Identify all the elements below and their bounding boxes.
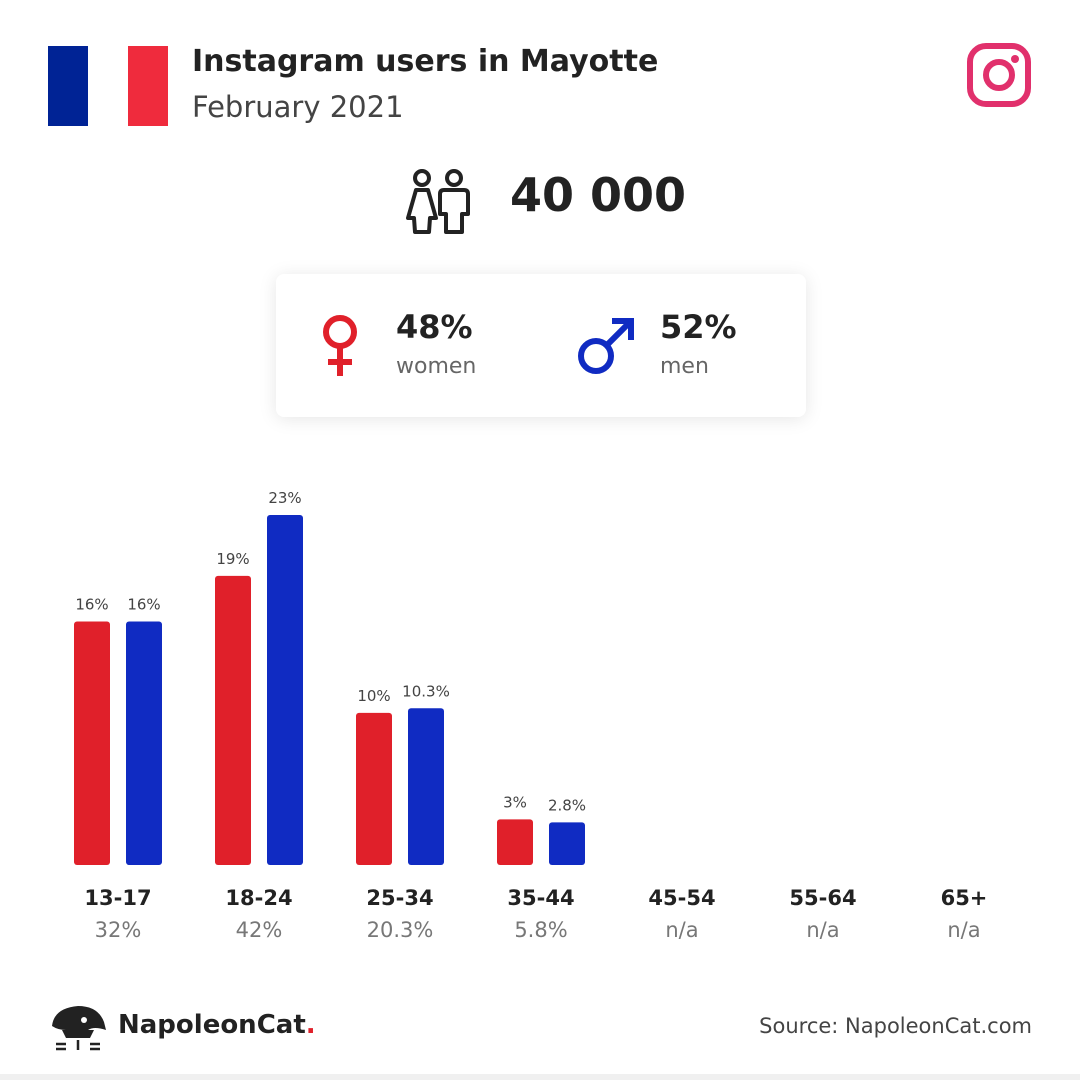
gender-split-card: 48% women 52% men xyxy=(276,274,806,417)
bar-value-label: 3% xyxy=(503,793,527,811)
bar xyxy=(126,621,162,865)
bar-value-label: 16% xyxy=(75,596,108,614)
france-flag xyxy=(48,46,168,126)
male-symbol-icon xyxy=(578,318,634,374)
age-group-total: n/a xyxy=(947,918,980,942)
bar-value-label: 16% xyxy=(127,596,160,614)
age-group-label: 18-24 xyxy=(225,886,292,910)
page-subtitle: February 2021 xyxy=(192,90,404,124)
age-group-total: 32% xyxy=(95,918,142,942)
bar xyxy=(74,621,110,865)
page-title: Instagram users in Mayotte xyxy=(192,44,659,79)
bar xyxy=(408,708,444,865)
men-label: men xyxy=(660,354,709,379)
napoleoncat-logo-icon xyxy=(52,1006,106,1051)
age-group-label: 25-34 xyxy=(366,886,433,910)
female-symbol-icon xyxy=(323,315,357,376)
women-percentage: 48% xyxy=(396,308,473,346)
bar-value-label: 10.3% xyxy=(402,682,450,700)
age-group-total: n/a xyxy=(806,918,839,942)
age-group-total: 20.3% xyxy=(367,918,434,942)
age-group-total: 42% xyxy=(236,918,283,942)
total-users-value: 40 000 xyxy=(510,168,687,222)
age-distribution-chart: 16% 16% 13-17 32% 19% 23% 18-24 42% 10% 10.3% 25-3… xyxy=(74,489,988,942)
bar-value-label: 23% xyxy=(268,489,301,507)
instagram-icon xyxy=(967,43,1031,107)
source-credit: Source: NapoleonCat.com xyxy=(759,1014,1032,1038)
men-percentage: 52% xyxy=(660,308,737,346)
users-icon xyxy=(406,169,470,234)
bar xyxy=(215,575,251,865)
bottom-divider xyxy=(0,1074,1080,1080)
age-group-label: 13-17 xyxy=(84,886,151,910)
bar xyxy=(267,515,303,865)
age-group-total: n/a xyxy=(665,918,698,942)
age-group-total: 5.8% xyxy=(514,918,567,942)
bar xyxy=(549,822,585,865)
age-group-label: 45-54 xyxy=(648,886,715,910)
bar xyxy=(356,712,392,865)
bar-value-label: 2.8% xyxy=(548,796,586,814)
brand-name: NapoleonCat. xyxy=(118,1010,316,1040)
bar-value-label: 19% xyxy=(216,550,249,568)
women-label: women xyxy=(396,354,477,379)
age-group-label: 35-44 xyxy=(507,886,574,910)
age-group-label: 55-64 xyxy=(789,886,856,910)
age-group-label: 65+ xyxy=(941,886,988,910)
bar xyxy=(497,819,533,865)
bar-value-label: 10% xyxy=(357,687,390,705)
